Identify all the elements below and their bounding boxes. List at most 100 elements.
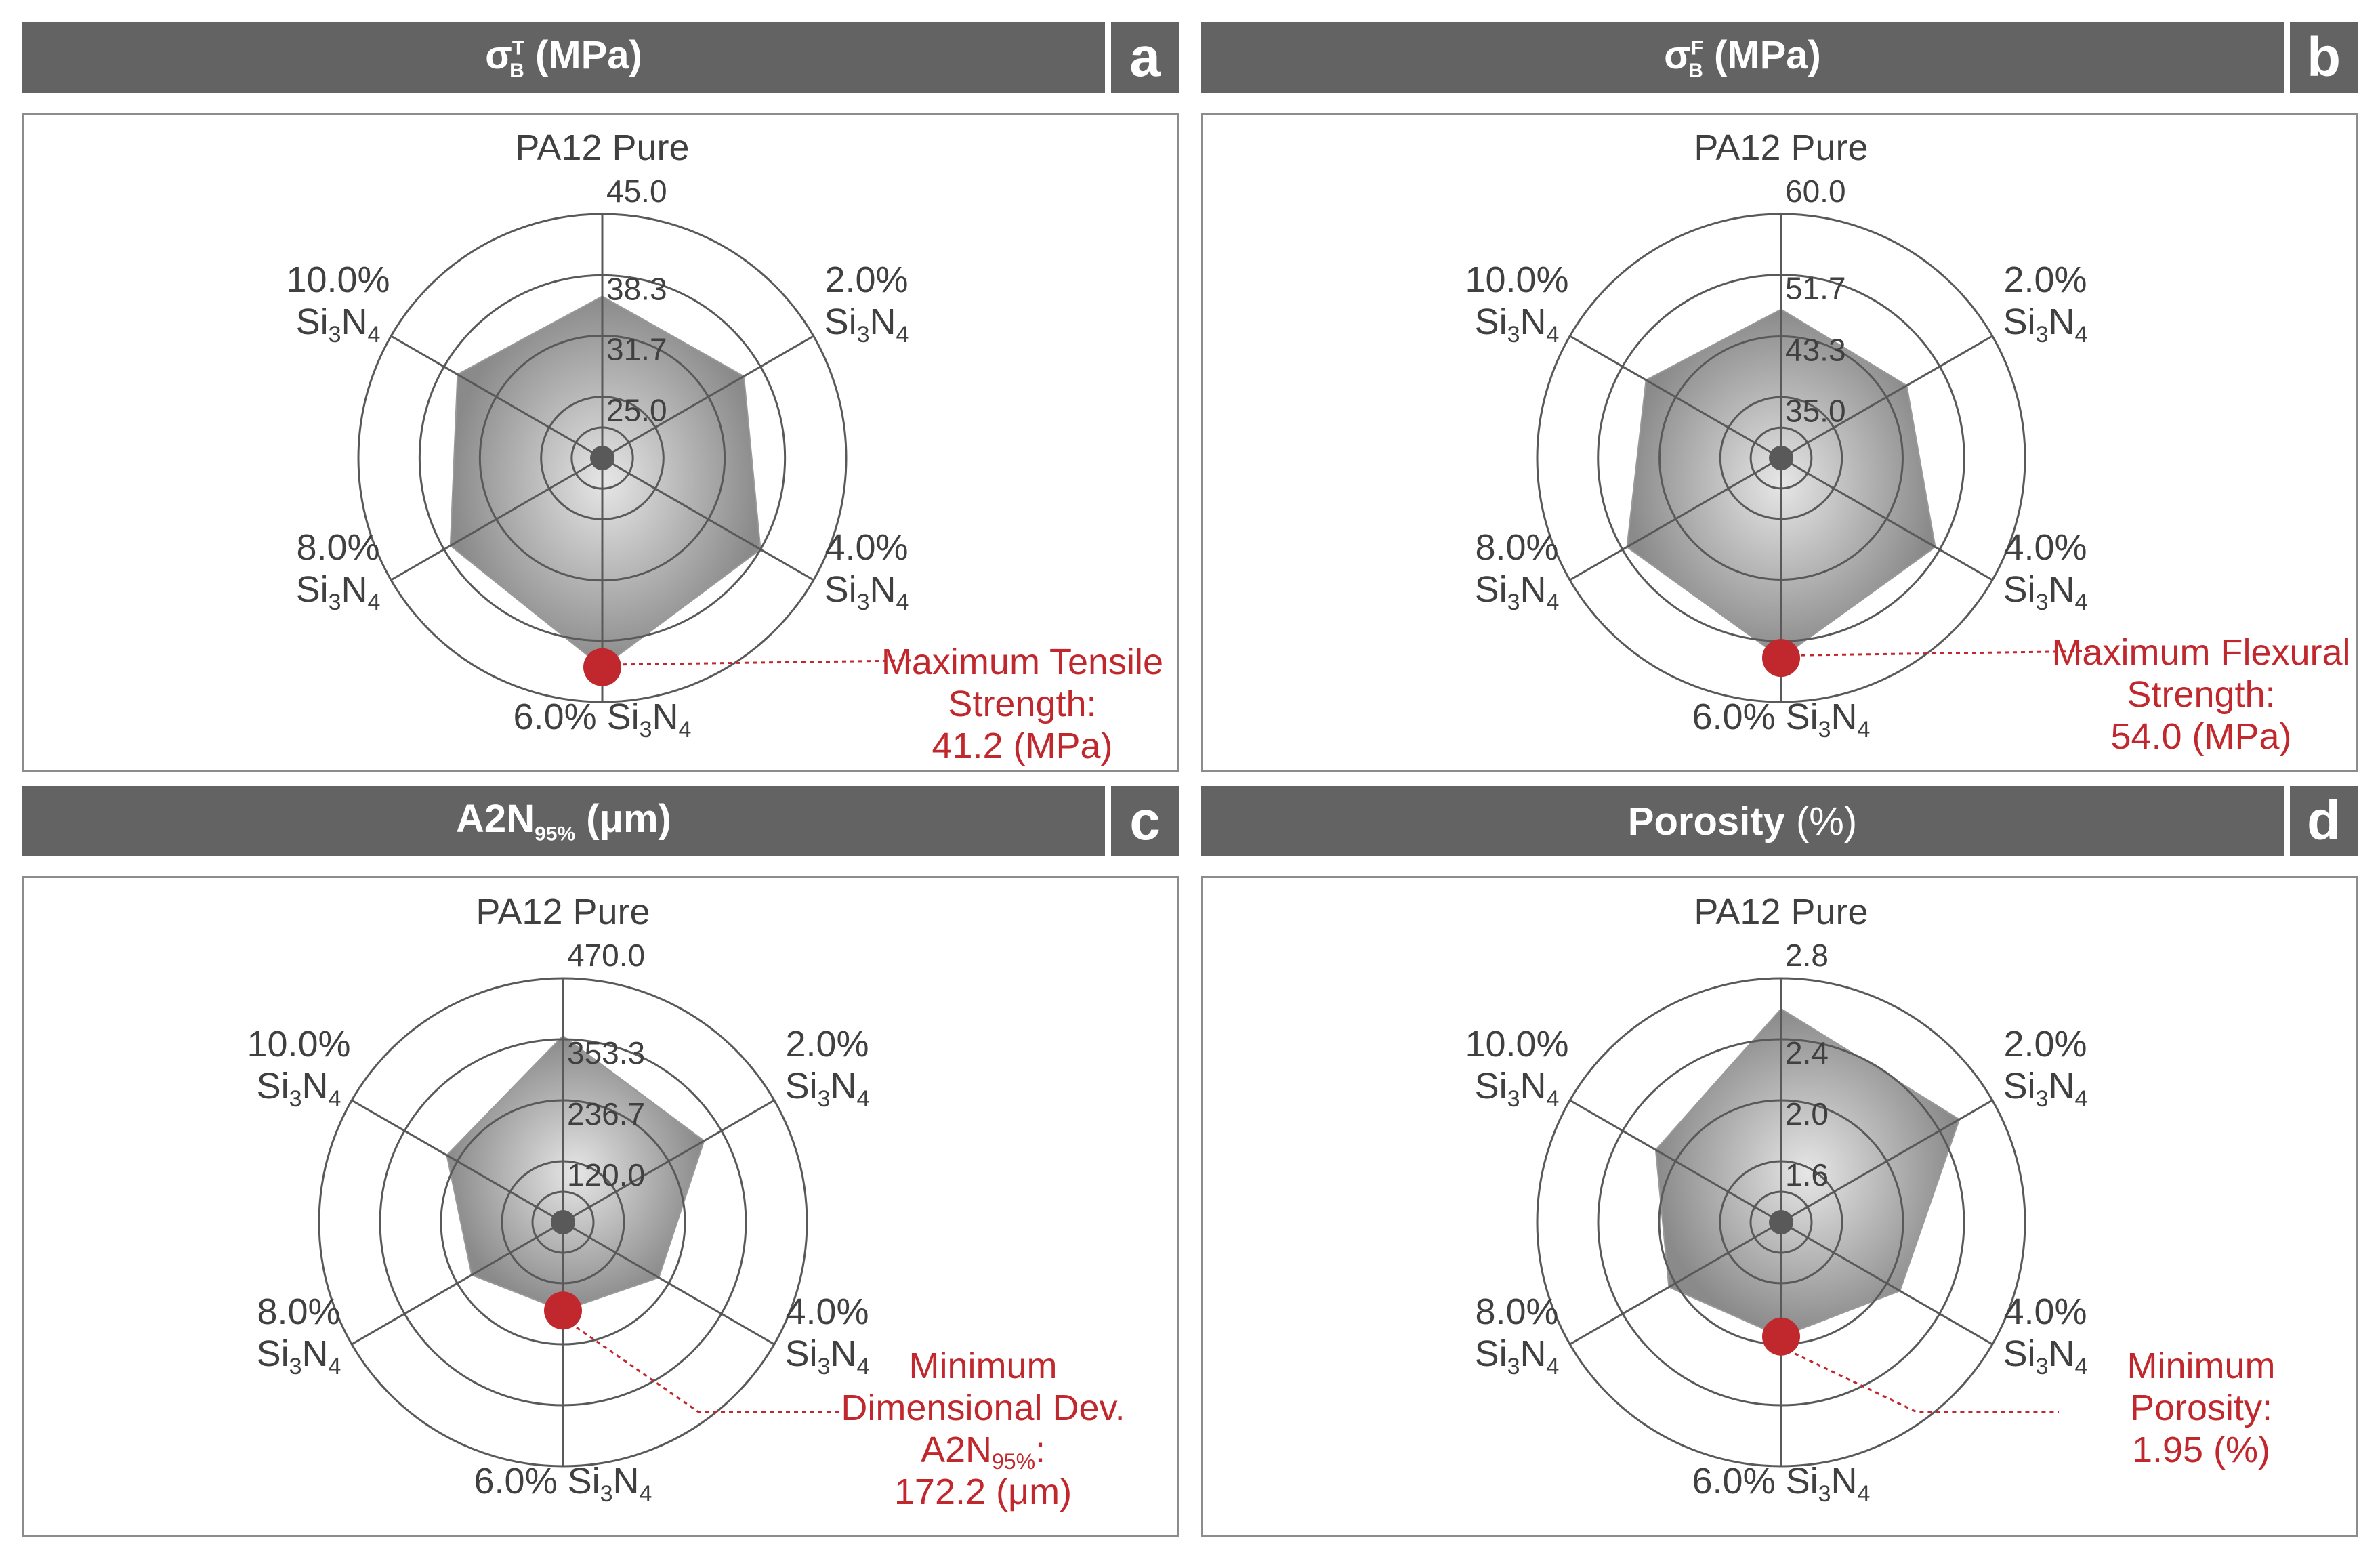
annotation-line: Maximum Tensile xyxy=(881,642,1163,682)
category-label-pct: 10.0% xyxy=(286,259,390,300)
spoke xyxy=(1780,335,1993,459)
category-label-pct: 8.0% xyxy=(1475,1291,1558,1332)
category-label-compound: Si3N4 xyxy=(2003,302,2088,348)
spoke xyxy=(562,1221,775,1346)
category-label-pct: 4.0% xyxy=(2003,527,2087,568)
tick-label: 35.0 xyxy=(1785,393,1846,428)
category-label-compound: Si3N4 xyxy=(257,1333,341,1379)
center-dot xyxy=(590,446,614,470)
tick-label: 51.7 xyxy=(1785,271,1846,306)
category-label-compound: Si3N4 xyxy=(296,302,381,348)
category-label: PA12 Pure xyxy=(1694,127,1868,168)
center-dot xyxy=(551,1210,575,1234)
tick-label: 236.7 xyxy=(567,1096,645,1131)
spoke xyxy=(602,335,814,459)
category-label: 6.0% Si3N4 xyxy=(1692,697,1871,743)
category-label-compound: Si3N4 xyxy=(1475,1333,1560,1379)
highlight-point xyxy=(544,1291,582,1330)
annotation-line: Maximum Flexural xyxy=(2051,632,2350,673)
leader-line xyxy=(1794,1352,2059,1413)
tick-label: 470.0 xyxy=(567,938,645,973)
category-label-compound: Si3N4 xyxy=(1475,569,1560,615)
annotation-line: Strength: xyxy=(2127,674,2275,715)
category-label-compound: Si3N4 xyxy=(824,302,909,348)
spoke xyxy=(390,335,603,459)
category-label-pct: 10.0% xyxy=(1465,1024,1568,1064)
panel-c-letter: c xyxy=(1111,786,1179,856)
center-dot xyxy=(1769,1210,1793,1234)
category-label-pct: 2.0% xyxy=(785,1024,869,1064)
annotation-line: Porosity: xyxy=(2130,1388,2272,1428)
panel-b-letter: b xyxy=(2290,22,2358,93)
category-label-compound: Si3N4 xyxy=(296,569,381,615)
category-label-compound: Si3N4 xyxy=(2003,569,2088,615)
annotation-line: Strength: xyxy=(948,684,1096,724)
center-dot xyxy=(1769,446,1793,470)
category-label-compound: Si3N4 xyxy=(1475,302,1560,348)
tick-label: 120.0 xyxy=(567,1157,645,1192)
spoke xyxy=(351,1221,564,1346)
spoke xyxy=(351,1099,564,1224)
category-label-pct: 8.0% xyxy=(296,527,379,568)
category-label-compound: Si3N4 xyxy=(785,1066,870,1112)
annotation-line: 172.2 (μm) xyxy=(894,1472,1072,1512)
spoke xyxy=(562,1099,775,1224)
annotation-line: Minimum xyxy=(909,1346,1057,1386)
spoke xyxy=(1569,335,1782,459)
spoke xyxy=(390,457,603,581)
spoke xyxy=(1569,1221,1782,1346)
tick-label: 2.8 xyxy=(1785,938,1829,973)
annotation-line: 54.0 (MPa) xyxy=(2110,716,2291,757)
tick-label: 25.0 xyxy=(606,393,667,428)
spoke xyxy=(602,457,814,581)
tick-label: 38.3 xyxy=(606,271,667,306)
highlight-point xyxy=(583,648,621,686)
category-label-pct: 10.0% xyxy=(247,1024,350,1064)
tick-label: 31.7 xyxy=(606,331,667,367)
category-label-pct: 10.0% xyxy=(1465,259,1568,300)
spoke xyxy=(1780,1099,1993,1224)
leader-line xyxy=(1801,650,2093,657)
tick-label: 45.0 xyxy=(606,173,667,209)
panel-d-header: Porosity (%) xyxy=(1201,786,2284,856)
annotation-line: Dimensional Dev. xyxy=(841,1388,1125,1428)
radar-polygon-a xyxy=(449,295,761,669)
highlight-point xyxy=(1762,1317,1800,1356)
leader-line xyxy=(576,1327,841,1413)
panel-b-title: σFB (MPa) xyxy=(1664,33,1821,82)
tick-label: 43.3 xyxy=(1785,333,1846,368)
spoke xyxy=(1780,457,1993,581)
spoke xyxy=(1569,1099,1782,1224)
panel-a-letter: a xyxy=(1111,22,1179,93)
category-label-compound: Si3N4 xyxy=(2003,1066,2088,1112)
category-label: PA12 Pure xyxy=(476,892,650,932)
tick-label: 60.0 xyxy=(1785,173,1846,209)
leader-line xyxy=(622,659,915,666)
category-label-pct: 2.0% xyxy=(2003,259,2087,300)
category-label-compound: Si3N4 xyxy=(1475,1066,1560,1112)
tick-label: 2.0 xyxy=(1785,1096,1829,1131)
panel-b-header: σFB (MPa) xyxy=(1201,22,2284,93)
category-label-pct: 4.0% xyxy=(785,1291,869,1332)
category-label: 6.0% Si3N4 xyxy=(1692,1461,1871,1507)
tick-label: 353.3 xyxy=(567,1035,645,1070)
tick-label: 1.6 xyxy=(1785,1157,1829,1192)
category-label-compound: Si3N4 xyxy=(824,569,909,615)
panel-c-header: A2N95% (μm) xyxy=(22,786,1105,856)
panel-c-title: A2N95% (μm) xyxy=(456,797,671,846)
highlight-point xyxy=(1762,639,1800,678)
panel-a-title: σTB (MPa) xyxy=(485,33,642,82)
tick-label: 2.4 xyxy=(1785,1035,1829,1070)
annotation-line: Minimum xyxy=(2127,1346,2275,1386)
category-label-pct: 2.0% xyxy=(2003,1024,2087,1064)
category-label: PA12 Pure xyxy=(1694,892,1868,932)
panel-d-letter: d xyxy=(2290,786,2358,856)
panel-d-title: Porosity (%) xyxy=(1627,799,1858,844)
spoke xyxy=(1569,457,1782,581)
category-label: 6.0% Si3N4 xyxy=(474,1461,652,1507)
